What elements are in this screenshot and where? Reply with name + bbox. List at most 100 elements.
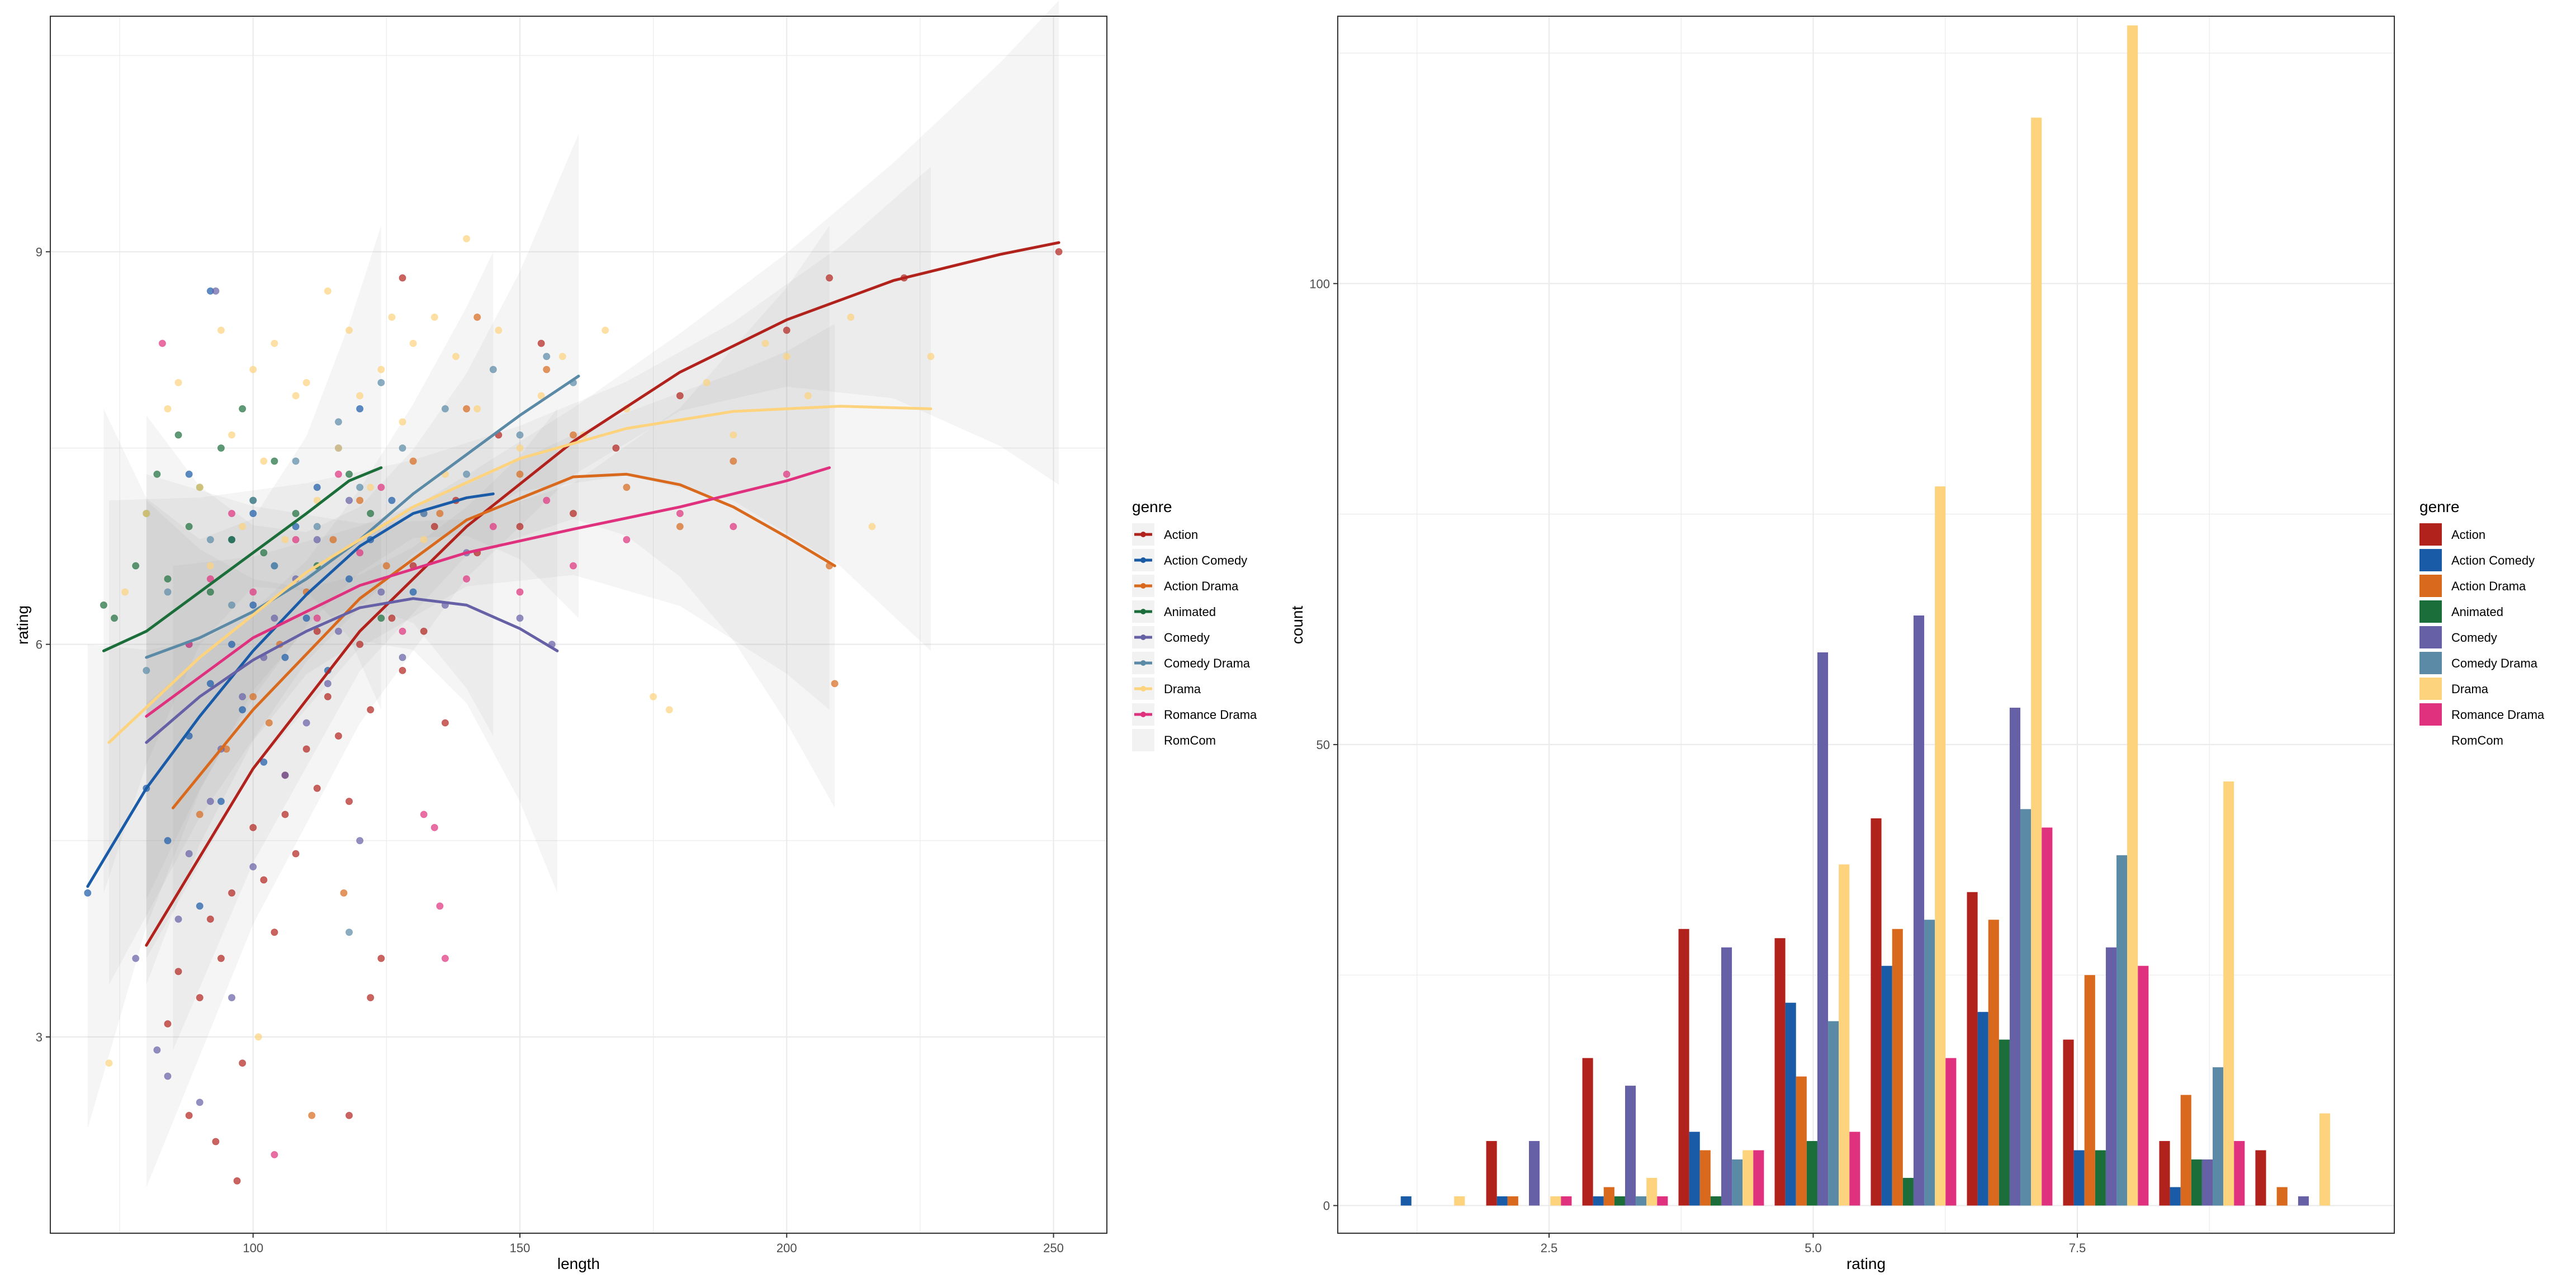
point <box>185 850 193 858</box>
point <box>249 496 257 504</box>
point <box>260 457 268 465</box>
point <box>313 484 321 491</box>
point <box>249 510 257 518</box>
y-tick-label: 3 <box>36 1030 42 1044</box>
scatter-y-ticks: 3 6 9 <box>36 245 50 1044</box>
x-tick-label: 150 <box>510 1241 531 1255</box>
point <box>164 1020 172 1027</box>
bar-comedy <box>1625 1086 1636 1206</box>
point <box>174 378 182 386</box>
point <box>569 510 577 518</box>
point <box>367 484 375 491</box>
bar-comedy <box>1528 1141 1540 1206</box>
legend-item-drama: Drama <box>2419 678 2489 700</box>
legend-label: Action Drama <box>2451 579 2526 593</box>
point <box>143 510 150 518</box>
point <box>473 405 481 413</box>
point <box>174 968 182 976</box>
legend-label: Action <box>1164 528 1198 542</box>
point <box>441 719 449 727</box>
point <box>334 418 342 426</box>
point <box>292 457 300 465</box>
legend-item-romcom: RomCom <box>2419 729 2503 751</box>
point <box>217 326 225 334</box>
legend-label: Comedy Drama <box>1164 656 1251 670</box>
bar-action <box>1871 818 1882 1206</box>
bar-drama <box>1742 1150 1754 1206</box>
histogram-y-axis-title: count <box>1289 606 1306 645</box>
point <box>676 392 684 400</box>
y-tick-label: 50 <box>1317 738 1330 752</box>
point <box>356 641 364 648</box>
point <box>217 444 225 452</box>
bar-action-comedy <box>1785 1002 1796 1206</box>
histogram-legend-items: Action Action Comedy Action Drama Animated C… <box>2419 523 2545 751</box>
point <box>228 641 236 648</box>
point <box>228 601 236 609</box>
point <box>292 536 300 543</box>
point <box>217 954 225 962</box>
point <box>164 575 172 583</box>
legend-point-key <box>1140 609 1146 614</box>
point <box>399 654 406 661</box>
legend-item-action-comedy: Action Comedy <box>1132 549 1247 571</box>
legend-item-romcom: RomCom <box>1132 729 1216 751</box>
point <box>228 994 236 1002</box>
point <box>783 353 790 361</box>
point <box>153 1046 161 1054</box>
point <box>249 366 257 373</box>
legend-fill-key <box>2419 575 2442 597</box>
legend-item-action: Action <box>1132 523 1198 546</box>
point <box>334 732 342 740</box>
point <box>927 353 935 361</box>
point <box>489 366 497 373</box>
scatter-legend: genre Action Action Comedy Action Drama Ani… <box>1132 498 1257 751</box>
points-drama <box>105 235 935 1067</box>
bar-comedy-drama <box>1828 1021 1839 1206</box>
legend-fill-key <box>2419 523 2442 546</box>
legend-item-drama: Drama <box>1132 678 1201 700</box>
point <box>367 994 375 1002</box>
point <box>324 680 332 688</box>
point <box>174 915 182 923</box>
point <box>388 496 396 504</box>
bar-drama <box>2223 781 2234 1206</box>
point <box>730 523 737 531</box>
legend-item-comedy: Comedy <box>1132 626 1210 648</box>
point <box>356 837 364 845</box>
legend-label: RomCom <box>1164 733 1216 747</box>
x-tick-label: 100 <box>243 1241 263 1255</box>
point <box>569 562 577 570</box>
point <box>430 313 438 321</box>
point <box>185 523 193 531</box>
legend-label: Comedy Drama <box>2451 656 2538 670</box>
point <box>233 1177 241 1185</box>
point <box>377 614 385 622</box>
legend-fill-key <box>2419 626 2442 648</box>
bar-romance-drama <box>1753 1150 1764 1206</box>
point <box>612 444 620 452</box>
legend-label: RomCom <box>2451 733 2503 747</box>
point <box>302 614 310 622</box>
bar-drama <box>2031 117 2042 1206</box>
point <box>409 339 417 347</box>
point <box>196 484 203 491</box>
point <box>249 693 257 700</box>
point <box>100 601 107 609</box>
bar-animated <box>1806 1141 1817 1206</box>
point <box>121 588 129 596</box>
smooth-line-action <box>145 241 1060 947</box>
legend-item-animated: Animated <box>2419 600 2503 623</box>
smooth-line-drama <box>107 405 932 744</box>
bar-animated <box>1902 1178 1914 1206</box>
point <box>388 313 396 321</box>
legend-item-action-drama: Action Drama <box>2419 575 2526 597</box>
point <box>356 392 364 400</box>
point <box>569 431 577 439</box>
legend-label: Action Comedy <box>1164 553 1247 567</box>
legend-label: Animated <box>1164 605 1216 619</box>
legend-point-key <box>1140 712 1146 717</box>
point <box>377 378 385 386</box>
ribbon-comedy-drama <box>146 134 579 900</box>
point <box>111 614 119 622</box>
